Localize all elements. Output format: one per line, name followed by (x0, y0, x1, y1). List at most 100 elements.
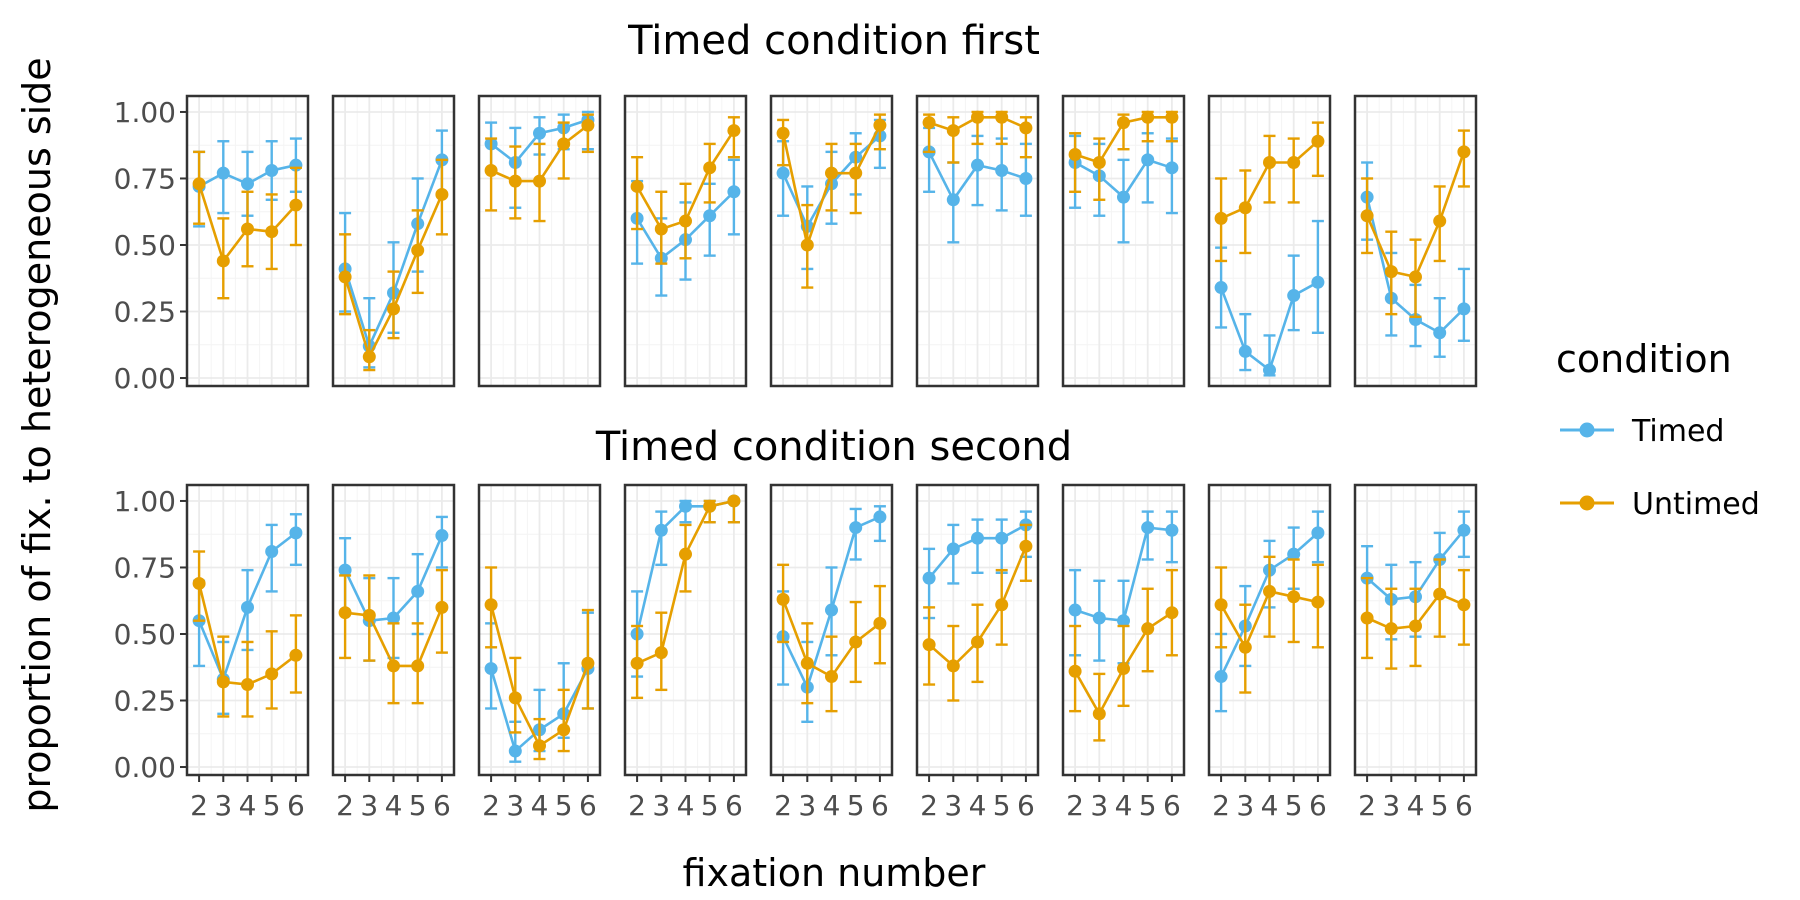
x-tick-label: 3 (1382, 789, 1400, 822)
data-point-timed (1214, 281, 1228, 295)
data-point-untimed (1165, 110, 1179, 124)
y-tick-label: 0.00 (114, 751, 176, 784)
x-tick-label: 6 (287, 789, 305, 822)
legend-item-untimed: Untimed (1560, 487, 1760, 522)
data-point-timed (533, 126, 546, 140)
data-point-timed (825, 603, 838, 617)
data-point-untimed (557, 137, 571, 151)
data-point-untimed (630, 656, 644, 670)
data-point-timed (1068, 603, 1082, 617)
x-tick-label: 3 (798, 789, 816, 822)
y-tick-label: 0.50 (114, 229, 176, 262)
data-point-untimed (654, 646, 668, 660)
data-point-untimed (971, 635, 984, 649)
panel-border (477, 94, 602, 388)
data-point-untimed (922, 638, 936, 652)
legend-item-timed: Timed (1560, 414, 1724, 449)
x-tick-label: 4 (1407, 789, 1425, 822)
data-point-timed (1311, 275, 1325, 289)
data-point-timed (922, 571, 936, 585)
panel-border (185, 94, 310, 388)
data-point-untimed (1263, 156, 1276, 170)
data-point-timed (241, 177, 254, 191)
x-tick-label: 2 (1212, 789, 1230, 822)
x-tick-label: 4 (823, 789, 841, 822)
error-bar-timed (655, 510, 668, 567)
error-bar-timed (1165, 510, 1178, 564)
data-point-untimed (679, 547, 692, 561)
data-point-timed (995, 531, 1009, 545)
error-bar-timed (435, 515, 448, 569)
x-tick-label: 6 (725, 789, 743, 822)
data-point-untimed (1092, 156, 1106, 170)
x-tick-label: 3 (944, 789, 962, 822)
x-tick-label: 3 (1236, 789, 1254, 822)
data-point-timed (995, 163, 1009, 177)
x-tick-label: 3 (214, 789, 232, 822)
data-point-untimed (533, 739, 546, 753)
data-point-untimed (654, 222, 668, 236)
x-tick-label: 5 (1139, 789, 1157, 822)
x-tick-label: 6 (1163, 789, 1181, 822)
x-tick-label: 2 (1066, 789, 1084, 822)
data-point-timed (1165, 523, 1179, 537)
data-point-untimed (508, 691, 522, 705)
panel-r1-p9 (1353, 94, 1478, 388)
y-tick-label: 1.00 (114, 485, 176, 518)
data-point-timed (1263, 363, 1276, 377)
data-point-timed (1141, 521, 1155, 535)
data-point-untimed (484, 598, 498, 612)
panel-r1-p7 (1061, 94, 1186, 388)
x-tick-label: 4 (239, 789, 257, 822)
data-point-timed (435, 529, 449, 543)
error-bar-untimed (1069, 132, 1082, 193)
panel-border (1061, 94, 1186, 388)
data-point-untimed (1360, 611, 1374, 625)
x-tick-label: 2 (628, 789, 646, 822)
panel-r1-p6 (915, 94, 1040, 388)
data-point-untimed (581, 118, 595, 132)
data-point-untimed (995, 598, 1009, 612)
data-point-untimed (995, 110, 1009, 124)
data-point-untimed (581, 656, 595, 670)
facet-title-timed-second: Timed condition second (595, 424, 1072, 470)
data-point-untimed (873, 616, 887, 630)
data-point-untimed (1384, 265, 1398, 279)
data-point-untimed (192, 177, 206, 191)
data-point-timed (946, 542, 960, 556)
x-tick-label: 5 (993, 789, 1011, 822)
data-point-untimed (508, 174, 522, 188)
panel-border (623, 94, 748, 388)
data-point-untimed (825, 670, 838, 684)
data-point-untimed (1238, 640, 1252, 654)
data-point-untimed (1117, 116, 1130, 130)
data-point-untimed (338, 606, 352, 620)
data-point-timed (484, 662, 498, 676)
x-tick-label: 6 (433, 789, 451, 822)
data-point-untimed (946, 124, 960, 138)
data-point-untimed (265, 667, 279, 681)
data-point-untimed (241, 678, 254, 692)
panel-r1-p8 (1207, 94, 1332, 388)
data-point-timed (873, 510, 887, 524)
x-tick-label: 3 (1090, 789, 1108, 822)
data-point-timed (703, 209, 717, 223)
error-bar-untimed (557, 688, 570, 753)
data-point-untimed (338, 270, 352, 284)
data-point-untimed (1287, 590, 1301, 604)
x-tick-label: 5 (701, 789, 719, 822)
data-point-untimed (1457, 145, 1471, 159)
panel-r1-p3 (477, 94, 602, 388)
data-point-timed (265, 545, 279, 559)
y-tick-label: 0.00 (114, 362, 176, 395)
data-point-timed (216, 166, 230, 180)
data-point-timed (1092, 611, 1106, 625)
data-point-timed (1287, 289, 1301, 303)
x-tick-label: 4 (1261, 789, 1279, 822)
data-point-timed (1433, 326, 1447, 340)
x-tick-label: 6 (579, 789, 597, 822)
data-point-timed (946, 193, 960, 207)
error-bar-untimed (533, 717, 546, 761)
